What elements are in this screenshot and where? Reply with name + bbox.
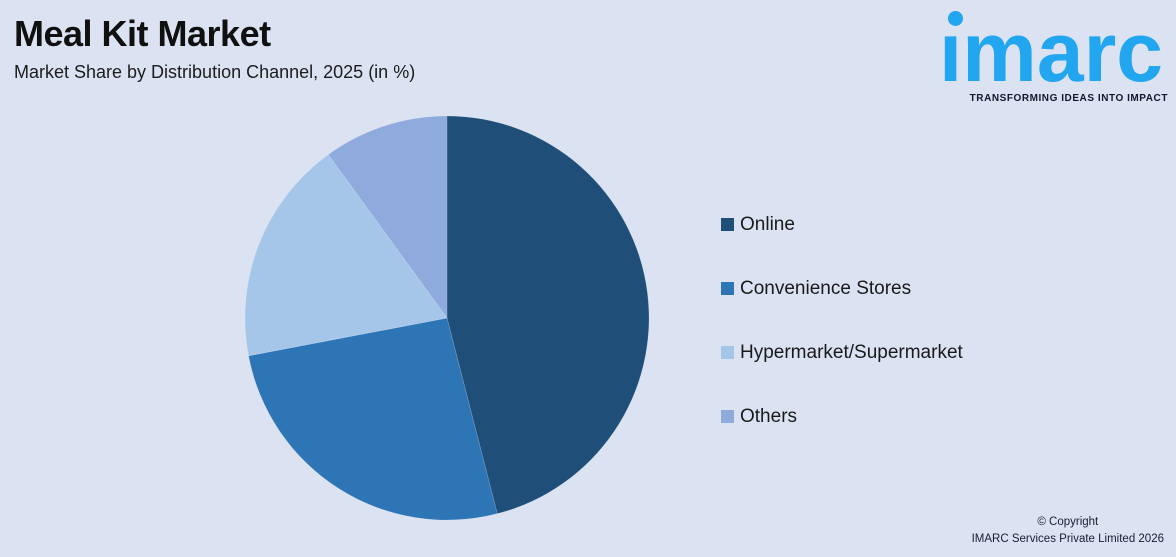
pie-slice-hypermarket-supermarket — [245, 154, 448, 357]
legend-item-convenience-stores: Convenience Stores — [721, 277, 963, 300]
legend-swatch-others — [721, 410, 734, 423]
pie-chart — [245, 116, 649, 520]
pie-slice-others — [327, 116, 448, 320]
page-title: Meal Kit Market — [14, 13, 271, 54]
legend-swatch-online — [721, 218, 734, 231]
legend-swatch-convenience-stores — [721, 282, 734, 295]
logo-tagline: TRANSFORMING IDEAS INTO IMPACT — [969, 93, 1168, 104]
legend-item-label: Convenience Stores — [740, 277, 912, 299]
copyright-line1: © Copyright — [1037, 516, 1099, 528]
copyright-line2: IMARC Services Private Limited 2026 — [971, 533, 1164, 545]
logo-wordmark: ımarc — [938, 5, 1163, 99]
legend-item-label: Hypermarket/Supermarket — [740, 341, 963, 363]
legend-item-label: Online — [740, 213, 795, 235]
legend-item-hypermarket-supermarket: Hypermarket/Supermarket — [721, 341, 963, 364]
legend-item-online: Online — [721, 213, 963, 236]
pie-slice-online — [446, 116, 649, 515]
chart-legend: Online Convenience Stores Hypermarket/Su… — [721, 213, 963, 428]
legend-item-label: Others — [740, 405, 798, 427]
legend-item-others: Others — [721, 405, 963, 428]
pie-slice-convenience-stores — [248, 317, 498, 520]
imarc-logo: ımarc TRANSFORMING IDEAS INTO IMPACT — [936, 0, 1176, 110]
logo-i-dot-icon — [948, 11, 963, 26]
legend-swatch-hypermarket-supermarket — [721, 346, 734, 359]
page-subtitle: Market Share by Distribution Channel, 20… — [14, 62, 416, 82]
copyright: © Copyright IMARC Services Private Limit… — [972, 514, 1164, 548]
